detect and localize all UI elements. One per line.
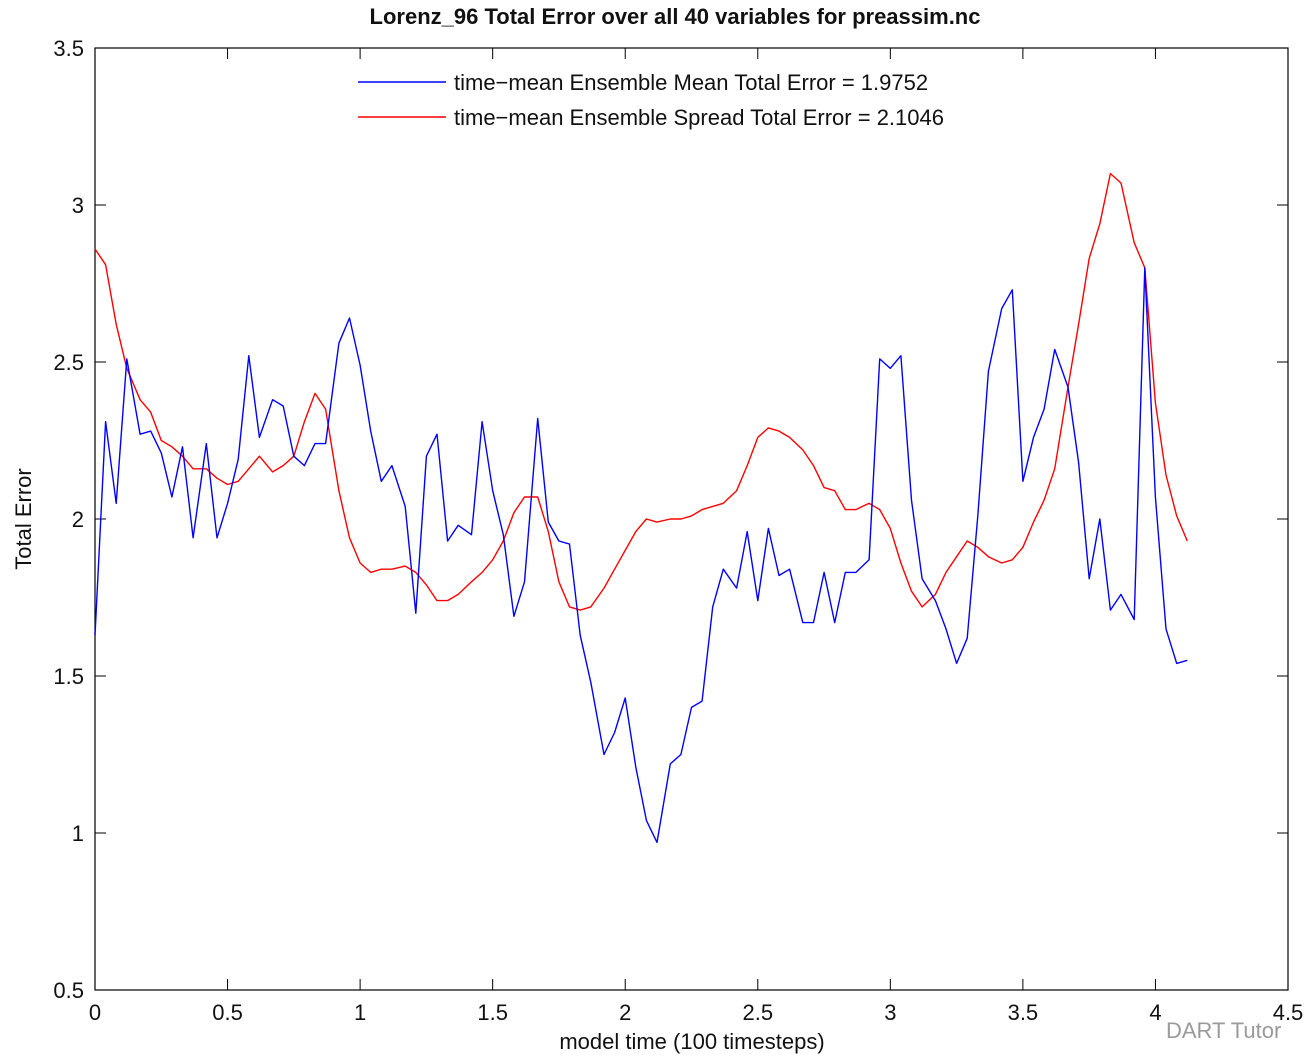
- x-tick-label: 3: [884, 1000, 896, 1025]
- plot-area: [94, 47, 1289, 991]
- watermark-text: DART Tutor: [1166, 1018, 1281, 1043]
- y-tick-label: 2: [72, 507, 84, 532]
- x-tick-label: 3.5: [1008, 1000, 1039, 1025]
- axis-ticks: 0 0.5 1 1.5 2 2.5 3 3.5 4 4.50.511.522.533.5: [53, 36, 1303, 1025]
- x-tick-label: 1.5: [477, 1000, 508, 1025]
- x-tick-label: 1: [354, 1000, 366, 1025]
- y-tick-label: 3.5: [53, 36, 84, 61]
- x-tick-label: 0.5: [212, 1000, 243, 1025]
- series-line-ensemble-spread: [94, 172, 1188, 611]
- x-axis-label: model time (100 timesteps): [559, 1029, 824, 1054]
- y-tick-label: 0.5: [53, 978, 84, 1003]
- x-tick-label: 4.5: [1273, 1000, 1304, 1025]
- y-tick-label: 1.5: [53, 664, 84, 689]
- x-tick-label: 0: [89, 1000, 101, 1025]
- y-tick-label: 3: [72, 193, 84, 218]
- x-tick-label: 4: [1149, 1000, 1161, 1025]
- series-layer: [94, 172, 1188, 844]
- y-tick-label: 1: [72, 821, 84, 846]
- series-line-ensemble-mean: [94, 267, 1188, 844]
- x-tick-label: 2.5: [742, 1000, 773, 1025]
- y-axis-label: Total Error: [11, 468, 36, 569]
- legend-label-spread: time−mean Ensemble Spread Total Error = …: [454, 105, 944, 130]
- legend: time−mean Ensemble Mean Total Error = 1.…: [358, 70, 944, 130]
- legend-label-mean: time−mean Ensemble Mean Total Error = 1.…: [454, 70, 928, 95]
- y-tick-label: 2.5: [53, 350, 84, 375]
- chart-title: Lorenz_96 Total Error over all 40 variab…: [370, 4, 981, 29]
- x-tick-label: 2: [619, 1000, 631, 1025]
